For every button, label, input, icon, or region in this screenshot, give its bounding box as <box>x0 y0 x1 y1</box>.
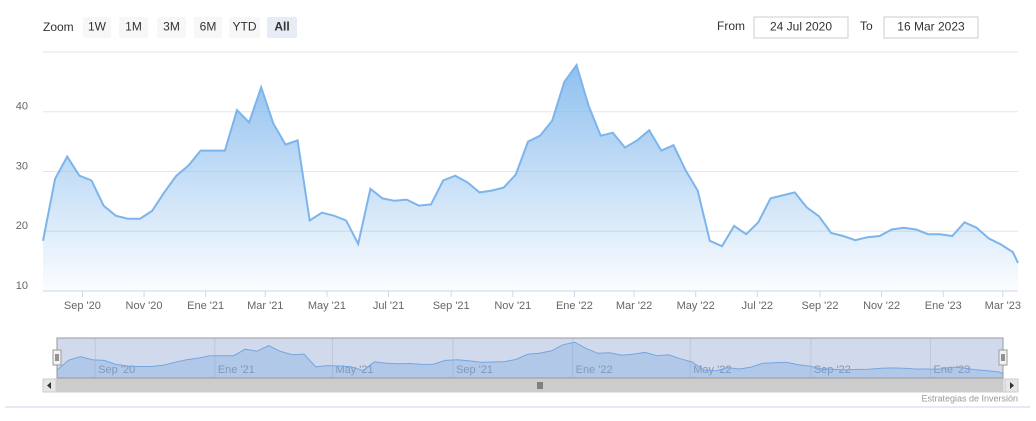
credit[interactable]: Estrategias de Inversión <box>921 393 1018 403</box>
y-tick-label: 40 <box>16 101 28 113</box>
range-button[interactable]: 1M <box>119 17 148 38</box>
x-tick-label: Ene '23 <box>925 300 962 312</box>
navigator-line <box>56 341 1004 374</box>
navigator-bg <box>43 338 1018 378</box>
range-button-bg[interactable] <box>157 17 186 38</box>
scrollbar-right-arrow <box>1010 382 1014 389</box>
from-input[interactable] <box>753 16 849 39</box>
range-button[interactable]: 6M <box>194 17 222 38</box>
y-tick-label: 10 <box>16 280 28 292</box>
range-button-label[interactable]: All <box>274 20 289 34</box>
navigator-handle[interactable] <box>52 349 62 366</box>
x-tick-label: May '22 <box>677 300 715 312</box>
navigator-area <box>57 342 1003 378</box>
area-line <box>42 62 1019 264</box>
navigator-tick-label: Sep '20 <box>98 364 135 376</box>
range-button[interactable]: 1W <box>83 17 111 38</box>
navigator-tick-label: Ene '21 <box>218 364 255 376</box>
range-button-label[interactable]: YTD <box>233 20 257 34</box>
range-button-bg[interactable] <box>194 17 222 38</box>
navigator: Sep '20 Ene '21 May '21 Sep '21 Ene '22 May '… <box>42 337 1019 393</box>
x-tick-label: Sep '20 <box>64 300 101 312</box>
x-tick-label: Mar '22 <box>616 300 652 312</box>
range-button-bg[interactable] <box>229 17 260 38</box>
range-button[interactable]: All <box>267 17 297 38</box>
from-value[interactable]: 24 Jul 2020 <box>770 20 832 34</box>
from-label: From <box>717 19 745 33</box>
x-tick-label: Mar '21 <box>247 300 283 312</box>
to-label: To <box>860 19 873 33</box>
x-tick-label: May '21 <box>308 300 346 312</box>
to-value[interactable]: 16 Mar 2023 <box>897 20 965 34</box>
scrollbar-thumb[interactable] <box>56 378 1004 393</box>
range-button-bg[interactable] <box>83 17 111 38</box>
x-tick-label: Nov '21 <box>494 300 531 312</box>
navigator-tick-label: Ene '22 <box>576 364 613 376</box>
range-button-label[interactable]: 1M <box>125 20 142 34</box>
navigator-tick-label: Sep '21 <box>456 364 493 376</box>
zoom-label: Zoom <box>43 20 74 34</box>
x-tick-label: Sep '21 <box>433 300 470 312</box>
range-button-bg[interactable] <box>119 17 148 38</box>
range-button-label[interactable]: 1W <box>88 20 107 34</box>
range-button[interactable]: YTD <box>229 17 260 38</box>
range-button[interactable]: 3M <box>157 17 186 38</box>
navigator-mask <box>56 337 1004 379</box>
scrollbar-left-arrow <box>47 382 51 389</box>
x-tick-label: Nov '20 <box>126 300 163 312</box>
navigator-tick-label: Ene '23 <box>933 364 970 376</box>
area-fill <box>43 65 1018 291</box>
x-tick-label: Ene '22 <box>556 300 593 312</box>
to-input[interactable] <box>883 16 979 39</box>
x-tick-label: Jul '22 <box>742 300 773 312</box>
x-tick-label: Mar '23 <box>985 300 1021 312</box>
x-tick-label: Jul '21 <box>373 300 404 312</box>
x-tick-label: Nov '22 <box>863 300 900 312</box>
navigator-tick-label: May '22 <box>693 364 731 376</box>
range-button-label[interactable]: 3M <box>163 20 180 34</box>
y-tick-label: 20 <box>16 220 28 232</box>
range-button-label[interactable]: 6M <box>200 20 217 34</box>
navigator-handle[interactable] <box>998 349 1008 366</box>
x-tick-label: Sep '22 <box>801 300 838 312</box>
y-tick-label: 30 <box>16 160 28 172</box>
navigator-tick-label: May '21 <box>335 364 373 376</box>
range-button-bg[interactable] <box>267 17 297 38</box>
x-tick-label: Ene '21 <box>187 300 224 312</box>
plot-area: 10 20 30 40 Sep '20 Nov '20 Ene '21 Mar '21 May … <box>16 62 1021 312</box>
navigator-tick-label: Sep '22 <box>814 364 851 376</box>
